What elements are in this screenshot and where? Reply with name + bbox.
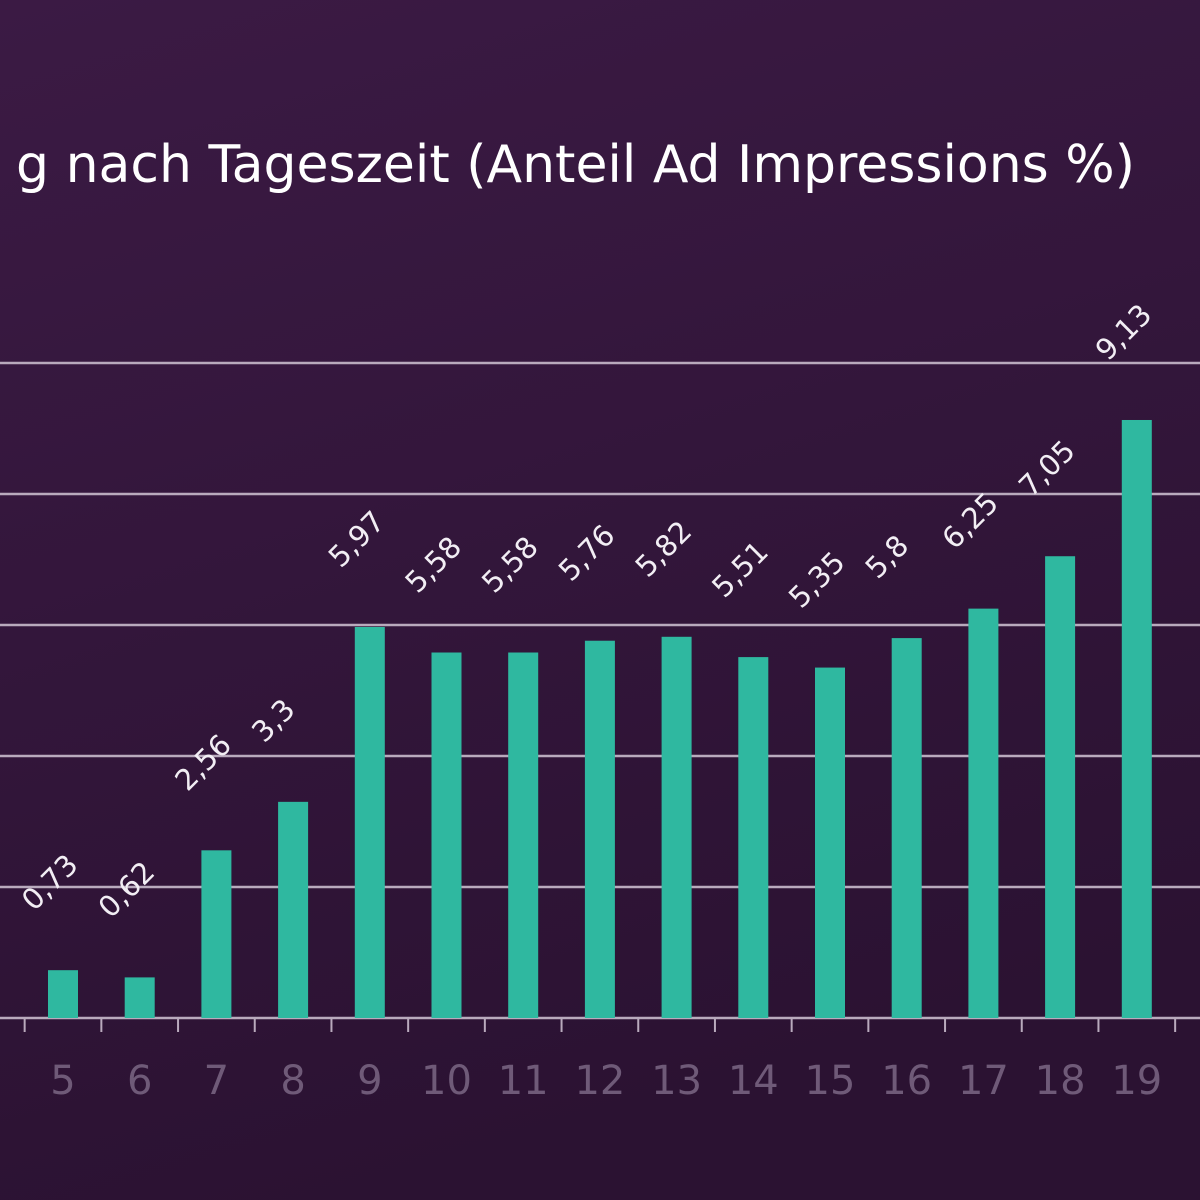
bar xyxy=(124,977,155,1018)
bar xyxy=(968,608,999,1018)
x-tick-label: 16 xyxy=(881,1058,932,1104)
bar xyxy=(201,850,232,1018)
x-tick-label: 13 xyxy=(651,1058,702,1104)
bar xyxy=(891,638,922,1018)
bar xyxy=(661,636,692,1018)
x-tick-label: 11 xyxy=(498,1058,549,1104)
x-tick-label: 5 xyxy=(50,1058,75,1104)
bar xyxy=(278,801,309,1018)
bar xyxy=(815,667,845,1018)
bar xyxy=(1045,556,1076,1018)
x-tick-label: 6 xyxy=(127,1058,152,1104)
x-tick-label: 10 xyxy=(421,1058,472,1104)
bar xyxy=(738,657,769,1018)
x-tick-label: 8 xyxy=(280,1058,305,1104)
bar xyxy=(508,652,539,1018)
bar xyxy=(354,626,385,1018)
x-tick-label: 18 xyxy=(1035,1058,1086,1104)
x-tick-label: 15 xyxy=(805,1058,856,1104)
bar xyxy=(48,970,78,1018)
bar xyxy=(584,640,615,1018)
x-tick-label: 12 xyxy=(574,1058,625,1104)
bar xyxy=(431,652,462,1018)
x-tick-label: 7 xyxy=(204,1058,229,1104)
x-tick-label: 14 xyxy=(728,1058,779,1104)
x-tick-label: 17 xyxy=(958,1058,1009,1104)
x-tick-label: 9 xyxy=(357,1058,382,1104)
bar xyxy=(1121,419,1152,1018)
x-tick-label: 19 xyxy=(1111,1058,1162,1104)
chart-title: g nach Tageszeit (Anteil Ad Impressions … xyxy=(16,135,1135,195)
